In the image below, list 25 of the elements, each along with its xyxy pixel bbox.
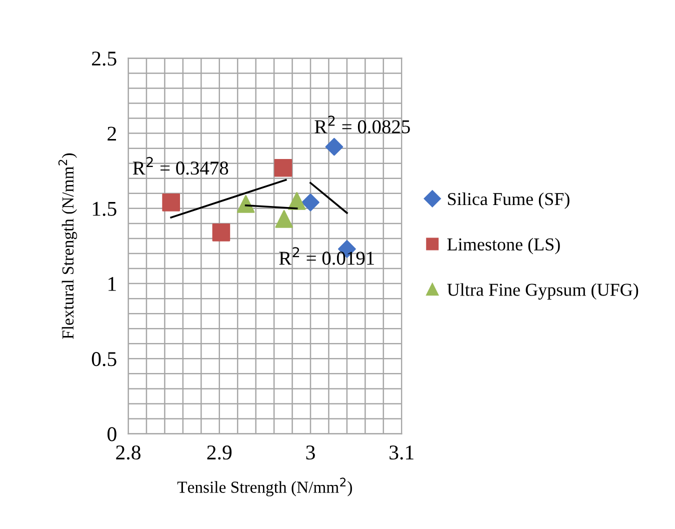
point xyxy=(302,194,320,212)
y-tick-label: 1.5 xyxy=(92,202,116,216)
legend-label: Limestone (LS) xyxy=(447,238,560,254)
point xyxy=(274,158,292,177)
x-tick-label: 3.1 xyxy=(390,446,414,460)
y-tick-label: 0.5 xyxy=(92,352,116,366)
x-tick-label: 2.9 xyxy=(207,446,232,460)
legend-label: Silica Fume (SF) xyxy=(448,192,570,209)
annotation: R$^{2}$ = 0.0191 xyxy=(279,247,374,265)
y-tick-label: 0 xyxy=(108,427,116,442)
point xyxy=(325,138,344,156)
annotation: R$^{2}$ = 0.3478 xyxy=(132,156,228,175)
y-tick-label: 2.5 xyxy=(92,52,116,66)
y-tick-label: 2 xyxy=(108,126,116,141)
point xyxy=(162,194,180,212)
x-axis-title: Tensile Strength (N/mm$^{2}$) xyxy=(177,478,352,496)
x-tick-label: 3 xyxy=(306,446,315,460)
point xyxy=(212,224,230,242)
x-tick-label: 2.8 xyxy=(116,445,140,460)
y-tick-label: 1 xyxy=(108,277,116,291)
legend-label: Ultra Fine Gypsum (UFG) xyxy=(447,283,638,300)
annotation: R$^{2}$ = 0.0825 xyxy=(314,116,410,134)
y-axis-title: Flextural Strength (N/mm$^{2}$) xyxy=(58,153,78,339)
point xyxy=(236,195,255,213)
point xyxy=(275,210,293,228)
